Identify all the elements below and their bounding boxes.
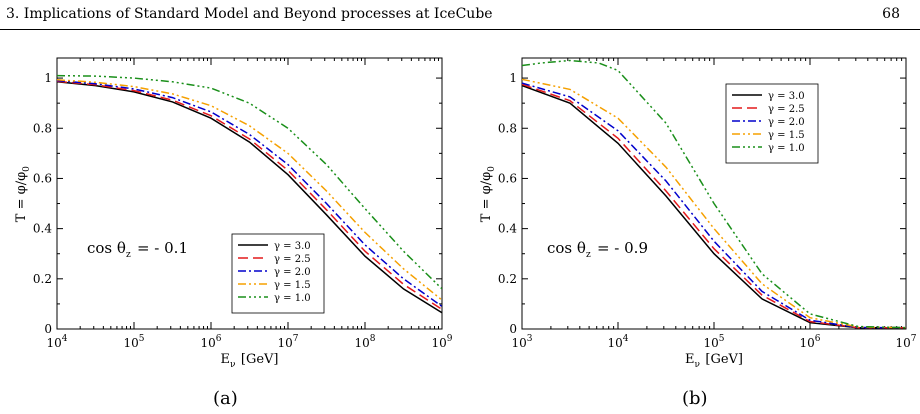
- legend-entry-2: γ = 2.0: [768, 117, 805, 128]
- legend-entry-3: γ = 1.5: [768, 130, 805, 141]
- y-tick-label: 1: [509, 71, 517, 85]
- x-axis-label: Eν [GeV]: [685, 352, 743, 370]
- plot-frame: [521, 57, 907, 330]
- annotation-label: cos θz = - 0.1: [87, 239, 188, 260]
- y-tick-label: 0: [509, 322, 517, 336]
- series-line-3: [522, 78, 906, 329]
- y-tick-label: 0.2: [498, 272, 517, 286]
- x-tick-label: 107: [895, 334, 916, 350]
- y-tick-label: 0.4: [33, 222, 52, 236]
- series-line-3: [57, 79, 442, 301]
- section-title: 3. Implications of Standard Model and Be…: [6, 6, 493, 22]
- series-line-0: [522, 84, 906, 329]
- series-line-4: [57, 74, 442, 290]
- page-number: 68: [882, 6, 900, 22]
- y-tick-label: 0.8: [498, 121, 517, 135]
- y-tick-label: 0.8: [33, 121, 52, 135]
- plot-frame: [56, 57, 443, 330]
- x-tick-label: 105: [703, 334, 724, 350]
- series-line-1: [57, 80, 442, 311]
- legend-entry-0: γ = 3.0: [768, 91, 805, 102]
- legend-entry-1: γ = 2.5: [768, 104, 805, 115]
- y-tick-label: 1: [44, 71, 52, 85]
- y-axis-label: T = φ/φ0: [14, 165, 32, 222]
- legend-box: [725, 83, 819, 164]
- caption-a: (a): [213, 388, 238, 409]
- series-line-2: [522, 82, 906, 329]
- y-tick-label: 0: [44, 322, 52, 336]
- x-tick-label: 106: [799, 334, 820, 350]
- legend-entry-2: γ = 2.0: [274, 267, 311, 278]
- header-rule: [0, 29, 920, 30]
- x-tick-label: 103: [511, 334, 532, 350]
- series-line-0: [57, 81, 442, 314]
- legend-entry-0: γ = 3.0: [274, 241, 311, 252]
- x-axis-label: Eν [GeV]: [220, 352, 278, 370]
- x-tick-label: 104: [607, 334, 628, 350]
- series-line-1: [522, 83, 906, 329]
- legend-entry-4: γ = 1.0: [274, 293, 311, 304]
- y-tick-label: 0.4: [498, 222, 517, 236]
- legend-box: [231, 233, 325, 314]
- page-header: 3. Implications of Standard Model and Be…: [0, 0, 920, 30]
- caption-b: (b): [682, 388, 708, 409]
- legend-entry-3: γ = 1.5: [274, 280, 311, 291]
- legend-entry-4: γ = 1.0: [768, 143, 805, 154]
- y-tick-label: 0.6: [33, 171, 52, 185]
- annotation-label: cos θz = - 0.9: [547, 239, 648, 260]
- series-line-4: [522, 59, 906, 329]
- legend-entry-1: γ = 2.5: [274, 254, 311, 265]
- y-tick-label: 0.2: [33, 272, 52, 286]
- y-axis-label: T = φ/φ0: [479, 165, 497, 222]
- y-tick-label: 0.6: [498, 171, 517, 185]
- series-line-2: [57, 79, 442, 308]
